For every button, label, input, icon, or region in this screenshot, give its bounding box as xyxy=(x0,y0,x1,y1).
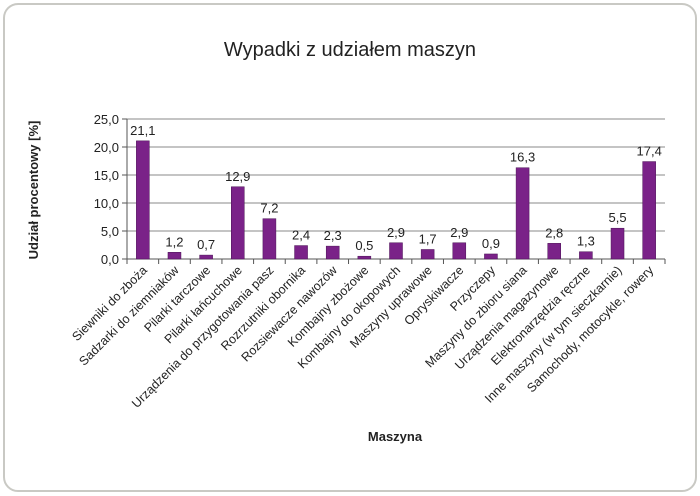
data-label: 1,7 xyxy=(419,231,437,246)
bar xyxy=(389,242,403,260)
y-tick-label: 5,0 xyxy=(101,224,119,239)
data-label: 16,3 xyxy=(510,150,535,165)
chart-title: Wypadki z udziałem maszyn xyxy=(224,39,476,61)
data-label: 2,9 xyxy=(450,225,468,240)
bar xyxy=(515,167,530,260)
bar xyxy=(610,227,625,260)
bar xyxy=(484,253,498,260)
bar xyxy=(231,186,245,260)
x-axis-title: Maszyna xyxy=(368,429,423,444)
data-label: 12,9 xyxy=(225,169,250,184)
y-tick-label: 25,0 xyxy=(94,112,119,127)
data-label: 1,2 xyxy=(165,234,183,249)
bar xyxy=(547,243,561,260)
data-label: 0,9 xyxy=(482,236,500,251)
y-tick-label: 10,0 xyxy=(94,196,119,211)
data-label: 7,2 xyxy=(260,201,278,216)
data-label: 2,8 xyxy=(545,225,563,240)
data-label: 2,9 xyxy=(387,225,405,240)
y-tick-label: 15,0 xyxy=(94,168,119,183)
data-label: 2,3 xyxy=(324,228,342,243)
bar xyxy=(199,254,213,260)
bar xyxy=(167,252,182,260)
bar xyxy=(579,251,593,260)
y-tick-label: 0,0 xyxy=(101,252,119,267)
chart-frame xyxy=(3,3,697,492)
y-tick-label: 20,0 xyxy=(94,140,119,155)
y-axis-title: Udział procentowy [%] xyxy=(26,121,41,260)
bar xyxy=(357,255,372,260)
data-label: 0,5 xyxy=(355,238,373,253)
bar xyxy=(136,140,150,260)
bar xyxy=(642,161,656,260)
data-label: 21,1 xyxy=(130,123,155,138)
bar xyxy=(452,242,467,260)
data-label: 2,4 xyxy=(292,228,310,243)
bar xyxy=(262,218,277,260)
data-label: 17,4 xyxy=(637,144,662,159)
data-label: 5,5 xyxy=(608,210,626,225)
bar xyxy=(294,245,308,260)
bar xyxy=(325,245,340,260)
data-label: 1,3 xyxy=(577,234,595,249)
data-label: 0,7 xyxy=(197,237,215,252)
bar xyxy=(420,249,435,260)
